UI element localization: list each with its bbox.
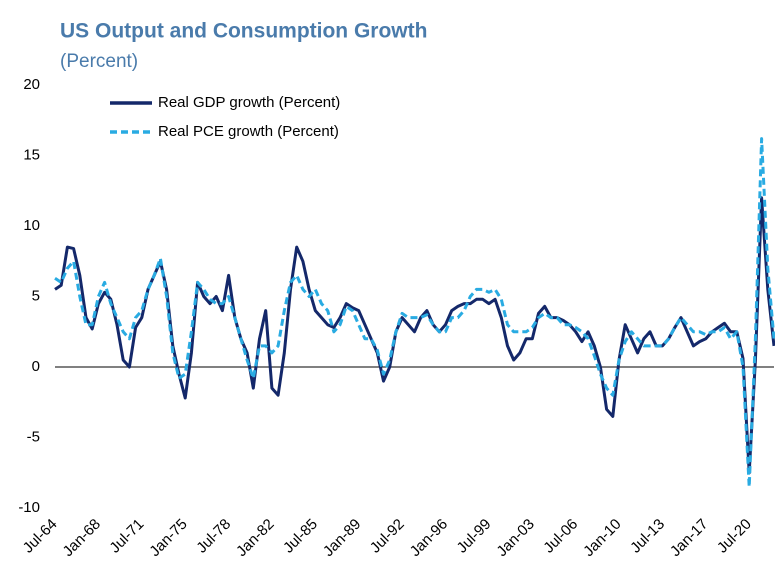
x-tick-label: Jul-64 xyxy=(20,516,61,557)
x-tick-label: Jan-89 xyxy=(320,516,364,560)
chart-title: US Output and Consumption Growth xyxy=(60,20,427,43)
x-tick-label: Jan-68 xyxy=(60,516,104,560)
y-tick-label: 0 xyxy=(32,358,40,375)
series-line xyxy=(54,196,775,475)
legend-label: Real PCE growth (Percent) xyxy=(158,123,339,140)
y-tick-label: 20 xyxy=(23,76,40,93)
x-tick-label: Jan-17 xyxy=(667,516,711,560)
y-tick-label: -5 xyxy=(27,428,40,445)
x-tick-label: Jul-99 xyxy=(454,516,495,557)
x-tick-label: Jan-03 xyxy=(493,516,537,560)
x-tick-label: Jul-92 xyxy=(367,516,408,557)
y-tick-label: 10 xyxy=(23,217,40,234)
y-tick-label: -10 xyxy=(18,499,40,516)
x-tick-label: Jul-13 xyxy=(627,516,668,557)
x-tick-label: Jul-71 xyxy=(106,516,147,557)
x-tick-label: Jul-78 xyxy=(193,516,234,557)
y-tick-label: 5 xyxy=(32,287,40,304)
legend-label: Real GDP growth (Percent) xyxy=(158,94,340,111)
x-tick-label: Jul-85 xyxy=(280,516,321,557)
x-tick-label: Jul-06 xyxy=(540,516,581,557)
x-tick-label: Jul-20 xyxy=(714,516,755,557)
chart-subtitle: (Percent) xyxy=(60,51,138,72)
series-line xyxy=(54,137,775,489)
x-tick-label: Jan-10 xyxy=(580,516,624,560)
y-tick-label: 15 xyxy=(23,146,40,163)
x-tick-label: Jan-96 xyxy=(407,516,451,560)
x-tick-label: Jan-82 xyxy=(233,516,277,560)
x-tick-label: Jan-75 xyxy=(146,516,190,560)
